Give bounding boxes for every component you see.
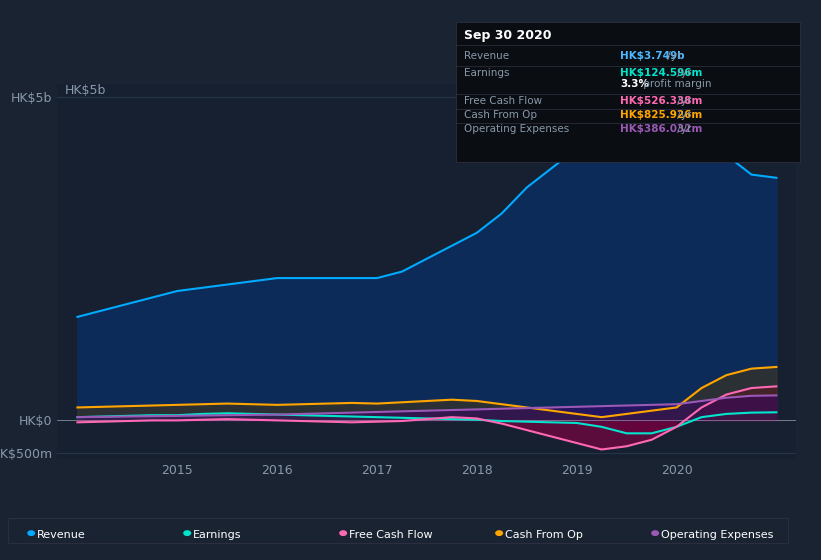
Text: Revenue: Revenue — [37, 530, 85, 540]
Text: HK$3.749b: HK$3.749b — [620, 51, 685, 61]
Text: Operating Expenses: Operating Expenses — [661, 530, 773, 540]
Text: /yr: /yr — [674, 68, 691, 78]
Text: profit margin: profit margin — [640, 79, 711, 89]
Text: HK$825.926m: HK$825.926m — [620, 110, 702, 120]
Text: Cash From Op: Cash From Op — [464, 110, 537, 120]
Text: /yr: /yr — [674, 110, 691, 120]
Text: Earnings: Earnings — [193, 530, 241, 540]
Text: Earnings: Earnings — [464, 68, 509, 78]
Text: /yr: /yr — [674, 124, 691, 134]
Text: Free Cash Flow: Free Cash Flow — [349, 530, 433, 540]
Text: Cash From Op: Cash From Op — [505, 530, 583, 540]
Text: HK$5b: HK$5b — [65, 84, 106, 97]
Text: 3.3%: 3.3% — [620, 79, 649, 89]
Text: Free Cash Flow: Free Cash Flow — [464, 96, 542, 106]
Text: Revenue: Revenue — [464, 51, 509, 61]
Text: /yr: /yr — [674, 96, 691, 106]
Text: HK$386.032m: HK$386.032m — [620, 124, 702, 134]
Text: Operating Expenses: Operating Expenses — [464, 124, 569, 134]
Text: Sep 30 2020: Sep 30 2020 — [464, 29, 552, 42]
Text: HK$526.338m: HK$526.338m — [620, 96, 702, 106]
Text: HK$124.596m: HK$124.596m — [620, 68, 702, 78]
Text: /yr: /yr — [664, 51, 681, 61]
